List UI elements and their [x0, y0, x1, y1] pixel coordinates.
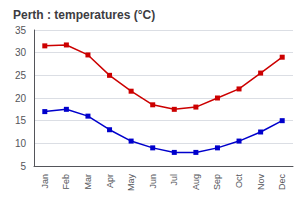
svg-text:Jul: Jul [169, 174, 179, 186]
svg-text:20: 20 [15, 93, 27, 104]
svg-text:Nov: Nov [256, 174, 266, 191]
svg-text:Mar: Mar [83, 174, 93, 190]
svg-text:Dec: Dec [277, 174, 287, 191]
svg-text:25: 25 [15, 70, 27, 81]
svg-text:5: 5 [20, 161, 26, 172]
svg-text:Aug: Aug [191, 174, 201, 190]
svg-text:Feb: Feb [61, 174, 71, 190]
svg-text:Jan: Jan [40, 174, 50, 189]
svg-text:15: 15 [15, 115, 27, 126]
svg-text:Apr: Apr [105, 174, 115, 188]
svg-text:35: 35 [15, 25, 27, 36]
svg-text:30: 30 [15, 47, 27, 58]
svg-text:Jun: Jun [148, 174, 158, 189]
svg-text:Sep: Sep [212, 174, 222, 190]
svg-text:Oct: Oct [234, 174, 244, 189]
svg-text:Perth : temperatures (°C): Perth : temperatures (°C) [13, 8, 155, 22]
svg-text:May: May [126, 174, 136, 192]
svg-text:10: 10 [15, 138, 27, 149]
